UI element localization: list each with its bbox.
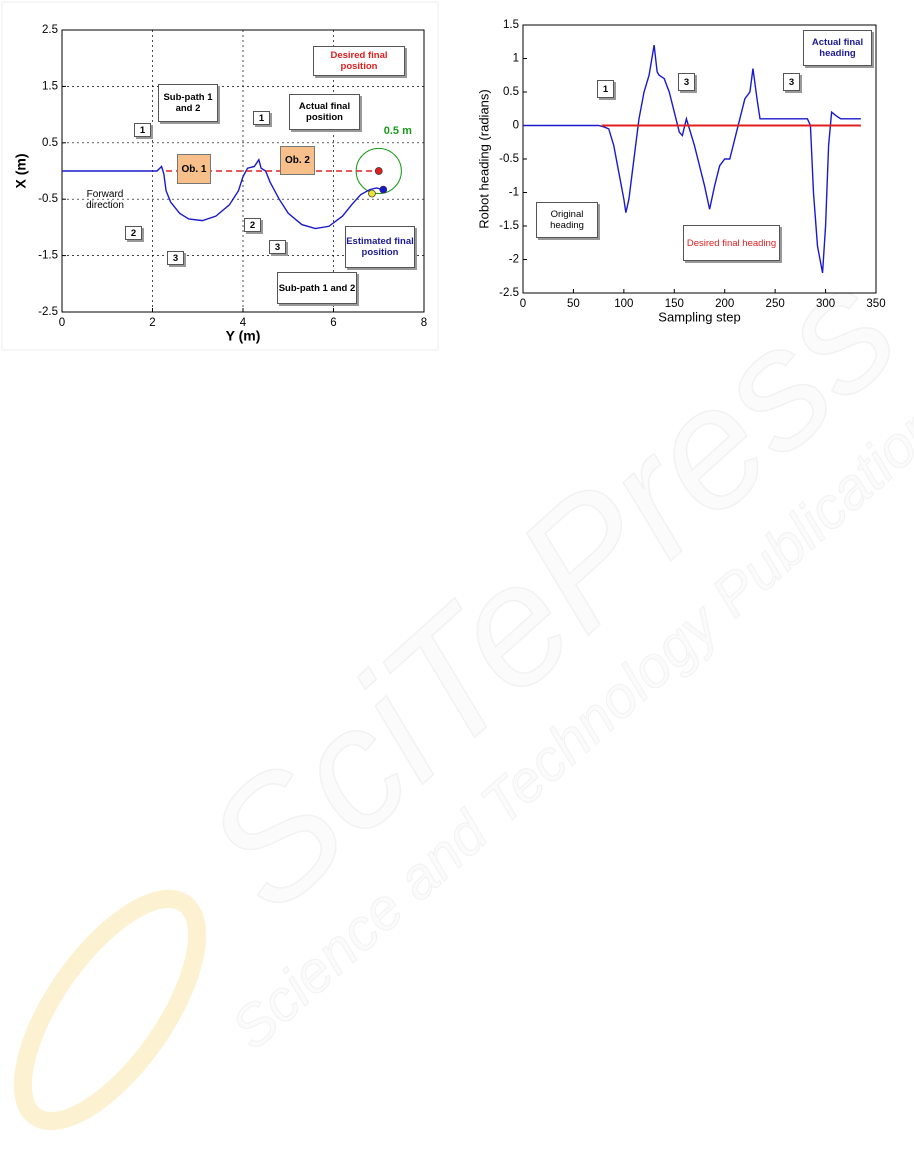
watermark-logo	[13, 889, 207, 1131]
point-marker	[374, 167, 383, 175]
annotation: 1	[134, 123, 151, 137]
annotation: 2	[244, 218, 261, 232]
x-axis-label: Sampling step	[658, 309, 740, 324]
point-marker	[368, 189, 376, 198]
watermark-title: SciTePress	[171, 234, 914, 946]
annotation: Ob. 1	[177, 154, 211, 184]
y-tick-label: 1.5	[42, 80, 58, 92]
x-tick-label: 300	[816, 298, 835, 310]
x-tick-label: 150	[665, 298, 684, 310]
series-line	[523, 44, 861, 274]
y-tick-label: -1.5	[38, 250, 58, 262]
y-axis-label: Robot heading (radians)	[476, 89, 491, 228]
x-tick-label: 4	[240, 317, 247, 329]
annotation: Actual final heading	[803, 30, 872, 66]
y-axis-label: X (m)	[13, 154, 29, 189]
annotation: Forward direction	[86, 189, 124, 211]
y-tick-label: 0	[513, 120, 519, 132]
annotation: 2	[125, 226, 142, 240]
x-tick-label: 0	[520, 298, 526, 310]
annotation: 3	[167, 251, 184, 265]
annotation: Estimated final position	[345, 226, 415, 268]
annotation: Desired final position	[313, 46, 405, 76]
annotation: 1	[597, 80, 614, 98]
y-tick-label: 2.5	[42, 24, 58, 36]
x-tick-label: 2	[149, 317, 155, 329]
y-tick-label: 1.5	[503, 19, 519, 31]
x-axis-label: Y (m)	[226, 328, 261, 344]
x-tick-label: 50	[567, 298, 580, 310]
y-tick-label: -2.5	[38, 306, 58, 318]
x-tick-label: 200	[715, 298, 734, 310]
annotation: Ob. 2	[280, 146, 315, 175]
watermark: SciTePress Science and Technology Public…	[13, 233, 914, 1131]
annotation: Desired final heading	[683, 225, 780, 261]
x-tick-label: 0	[59, 317, 65, 329]
annotation: 3	[783, 73, 800, 91]
x-tick-label: 100	[614, 298, 633, 310]
y-tick-label: -0.5	[499, 153, 519, 165]
annotation: 3	[269, 240, 286, 254]
annotation: Sub-path 1 and 2	[277, 272, 357, 304]
x-tick-label: 350	[866, 298, 885, 310]
annotation: 1	[253, 111, 270, 125]
y-tick-label: -2.5	[499, 287, 519, 299]
x-tick-label: 250	[766, 298, 785, 310]
y-tick-label: 0.5	[503, 86, 519, 98]
y-tick-label: -1	[509, 187, 519, 199]
series-line	[62, 158, 384, 230]
y-tick-label: -0.5	[38, 193, 58, 205]
annotation: 3	[678, 73, 695, 91]
circle-label: 0.5 m	[384, 125, 412, 137]
y-tick-label: -2	[509, 254, 519, 266]
annotation: Original heading	[536, 202, 598, 238]
y-tick-label: 1	[513, 53, 519, 65]
y-tick-label: 0.5	[42, 137, 58, 149]
annotation: Sub-path 1 and 2	[158, 84, 218, 122]
figure-frame	[1, 1, 439, 351]
point-marker	[379, 185, 388, 194]
x-tick-label: 8	[421, 317, 427, 329]
y-tick-label: -1.5	[499, 220, 519, 232]
x-tick-label: 6	[330, 317, 336, 329]
annotation: Actual final position	[289, 94, 360, 130]
